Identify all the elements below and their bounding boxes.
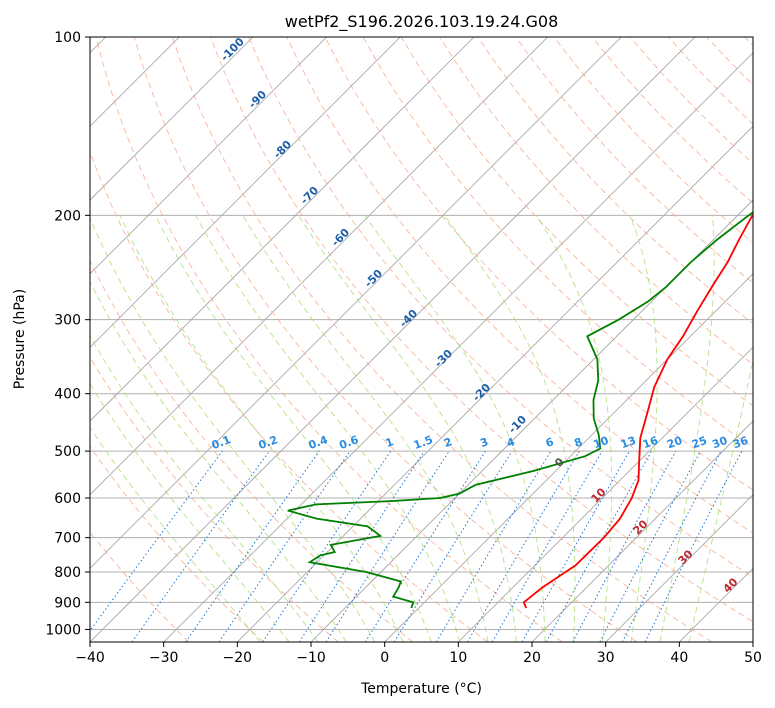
dry-adiabat-line — [90, 356, 339, 642]
x-tick-label: −30 — [149, 650, 179, 666]
isotherm-line — [384, 273, 753, 642]
dry-adiabat-line — [515, 37, 753, 284]
x-tick-label: 0 — [380, 650, 389, 666]
moist-adiabat-line — [444, 215, 576, 642]
isotherm-line — [605, 494, 753, 642]
moist-adiabat-line — [90, 280, 347, 642]
mixing-ratio-inline-label: 25 — [690, 434, 709, 451]
mixing-ratio-line — [298, 450, 425, 642]
mixing-ratio-inline-label: 0.6 — [338, 433, 361, 452]
mixing-ratio-inline-label: 30 — [710, 434, 729, 452]
y-tick-label: 800 — [54, 565, 81, 581]
moist-adiabat-line — [90, 334, 319, 642]
mixing-ratio-inline-label: 0.2 — [257, 433, 280, 452]
dry-adiabat-line — [95, 37, 563, 642]
mixing-ratio-line — [218, 450, 351, 642]
mixing-ratio-inline-label: 8 — [572, 435, 584, 450]
dry-adiabat-line — [90, 445, 264, 642]
mixing-ratio-line — [262, 450, 392, 642]
mixing-ratio-line — [325, 450, 450, 642]
mixing-ratio-inline-label: 10 — [592, 434, 611, 452]
dry-adiabat-line — [248, 37, 753, 578]
chart-title: wetPf2_S196.2026.103.19.24.G08 — [285, 12, 559, 32]
mixing-ratio-inline-label: 0.1 — [210, 433, 233, 452]
plot-frame — [89, 36, 754, 643]
isotherm-line — [458, 346, 753, 642]
isotherm-line — [90, 37, 254, 201]
mixing-ratio-inline-label: 2 — [442, 435, 454, 450]
moist-adiabat-line — [119, 215, 404, 642]
moist-adiabat-line — [195, 215, 461, 642]
x-tick-label: 20 — [523, 650, 541, 666]
y-tick-label: 300 — [54, 313, 81, 329]
dewpoint-profile-line — [287, 211, 753, 609]
isotherm-line — [90, 37, 401, 348]
dry-adiabat-line — [171, 37, 712, 642]
y-tick-label: 600 — [54, 491, 81, 507]
mixing-ratio-inline-label: 36 — [731, 434, 750, 452]
isotherm-line — [90, 37, 622, 569]
isotherm-line — [90, 37, 696, 642]
dry-adiabat-line — [324, 37, 753, 491]
moist-adiabat-line — [629, 215, 658, 642]
mixing-ratio-inline-label: 1.5 — [412, 433, 435, 452]
moist-adiabat-line — [90, 426, 261, 642]
mixing-ratio-inline-label: 3 — [478, 435, 490, 450]
mixing-ratio-line — [185, 450, 320, 642]
moist-adiabat-line — [90, 216, 376, 642]
mixing-ratio-line — [572, 450, 677, 642]
moist-adiabat-line — [535, 215, 613, 642]
mixing-ratio-inline-label: 1 — [384, 435, 396, 450]
moist-adiabat-line — [659, 215, 715, 642]
x-tick-label: −40 — [75, 650, 105, 666]
x-tick-label: 10 — [449, 650, 467, 666]
y-tick-label: 900 — [54, 595, 81, 611]
mixing-ratio-inline-label: 0.4 — [307, 433, 330, 452]
isotherm-line — [90, 37, 548, 496]
isotherm-line — [163, 52, 753, 642]
moist-adiabat-line — [242, 215, 489, 642]
y-tick-label: 100 — [54, 30, 81, 46]
x-tick-label: 40 — [670, 650, 688, 666]
dry-adiabat-line — [286, 37, 753, 534]
isotherm-line — [90, 37, 327, 275]
y-tick-label: 1000 — [45, 622, 81, 638]
x-tick-label: 30 — [597, 650, 615, 666]
dry-adiabat-line — [210, 37, 753, 623]
mixing-ratio-inline-label: 4 — [505, 435, 517, 450]
x-tick-label: −10 — [296, 650, 326, 666]
mixing-ratio-line — [521, 450, 630, 642]
y-tick-label: 500 — [54, 444, 81, 460]
mixing-ratio-line — [393, 450, 513, 642]
mixing-ratio-inline-label: 6 — [544, 435, 556, 450]
temperature-profile-line — [522, 213, 753, 609]
isotherm-line — [531, 420, 753, 642]
isotherm-line — [90, 37, 475, 422]
y-tick-label: 400 — [54, 387, 81, 403]
x-axis-label: Temperature (°C) — [360, 681, 482, 697]
mixing-ratio-line — [90, 450, 223, 632]
mixing-ratio-inline-label: 13 — [619, 434, 638, 451]
y-tick-label: 200 — [54, 208, 81, 224]
moist-adiabat-line — [364, 215, 546, 642]
mixing-ratio-line — [644, 450, 743, 642]
mixing-ratio-inline-label: 20 — [665, 434, 684, 452]
mixing-ratio-inline-label: 16 — [641, 434, 660, 452]
dry-adiabat-line — [90, 259, 414, 642]
x-tick-label: −20 — [223, 650, 253, 666]
moist-adiabat-line — [154, 215, 432, 642]
y-axis-label: Pressure (hPa) — [12, 289, 28, 389]
mixing-ratio-line — [131, 450, 270, 642]
x-tick-label: 50 — [744, 650, 762, 666]
mixing-ratio-line — [545, 450, 653, 642]
y-tick-label: 700 — [54, 531, 81, 547]
isotherm-line — [237, 125, 753, 642]
